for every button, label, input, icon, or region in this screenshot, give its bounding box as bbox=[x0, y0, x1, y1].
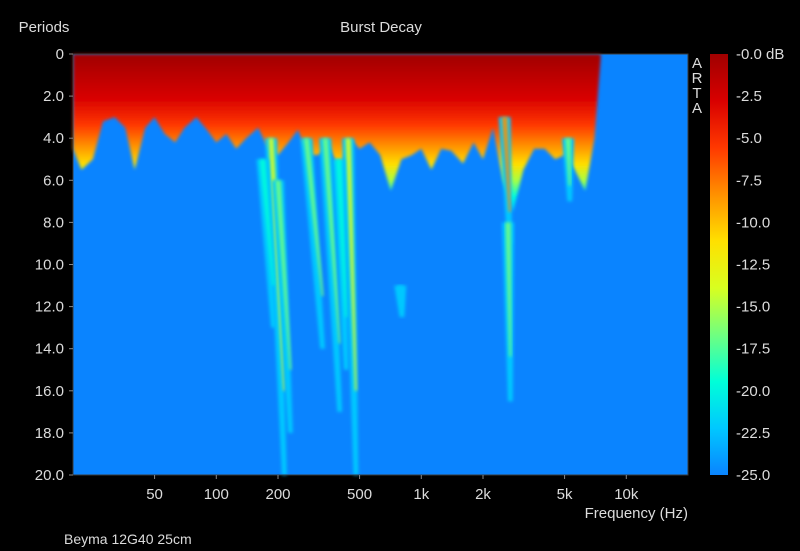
resonance-tail-8 bbox=[394, 285, 407, 318]
x-tick-label: 5k bbox=[557, 486, 573, 503]
y-tick-label: 16.0 bbox=[35, 383, 64, 400]
colorbar-label: -22.5 bbox=[736, 425, 770, 442]
colorbar-label: -17.5 bbox=[736, 341, 770, 358]
y-tick-label: 8.0 bbox=[43, 214, 64, 231]
colorbar-label: -15.0 bbox=[736, 299, 770, 316]
colorbar-scale bbox=[710, 54, 728, 475]
x-tick-label: 2k bbox=[475, 486, 491, 503]
y-tick-label: 2.0 bbox=[43, 88, 64, 105]
resonance-tail-11 bbox=[562, 138, 575, 202]
resonance-tail-3 bbox=[272, 180, 293, 433]
colorbar-label: -0.0 dB bbox=[736, 46, 784, 63]
y-axis-label: Periods bbox=[19, 19, 70, 36]
colorbar-label: -20.0 bbox=[736, 383, 770, 400]
resonance-tail-7 bbox=[332, 159, 349, 370]
y-tick-label: 20.0 bbox=[35, 467, 64, 484]
resonance-tail-9 bbox=[498, 117, 513, 244]
x-axis-label: Frequency (Hz) bbox=[585, 505, 688, 522]
watermark-letter: T bbox=[692, 85, 701, 102]
y-tick-label: 12.0 bbox=[35, 299, 64, 316]
colorbar-label: -5.0 bbox=[736, 130, 762, 147]
y-tick-label: 14.0 bbox=[35, 341, 64, 358]
y-tick-label: 0 bbox=[56, 46, 64, 63]
colorbar-label: -2.5 bbox=[736, 88, 762, 105]
x-tick-label: 200 bbox=[265, 486, 290, 503]
colorbar-label: -7.5 bbox=[736, 172, 762, 189]
y-tick-label: 4.0 bbox=[43, 130, 64, 147]
chart-title: Burst Decay bbox=[340, 19, 422, 36]
watermark-letter: R bbox=[692, 70, 703, 87]
x-tick-label: 100 bbox=[204, 486, 229, 503]
watermark-letter: A bbox=[692, 55, 702, 72]
y-tick-label: 6.0 bbox=[43, 172, 64, 189]
x-tick-label: 1k bbox=[413, 486, 429, 503]
x-tick-label: 10k bbox=[614, 486, 639, 503]
x-tick-label: 50 bbox=[146, 486, 163, 503]
y-tick-label: 18.0 bbox=[35, 425, 64, 442]
resonance-tail-4 bbox=[300, 138, 325, 349]
colorbar-label: -12.5 bbox=[736, 257, 770, 274]
x-tick-label: 500 bbox=[347, 486, 372, 503]
watermark-letter: A bbox=[692, 100, 702, 117]
x-axis: 50 100 200 500 1k 2k 5k 10k bbox=[146, 475, 639, 503]
resonance-tail-6 bbox=[342, 138, 359, 475]
y-axis: 0 2.0 4.0 6.0 8.0 10.0 12.0 14.0 16.0 18.0 20.0 bbox=[35, 46, 73, 484]
colorbar-label: -25.0 bbox=[736, 467, 770, 484]
resonance-tail-5 bbox=[319, 138, 343, 412]
colorbar: -0.0 dB -2.5 -5.0 -7.5 -10.0 -12.5 -15.0 -17.5 -… bbox=[710, 46, 784, 484]
footnote: Beyma 12G40 25cm bbox=[64, 531, 192, 547]
plot-area bbox=[72, 53, 689, 476]
colorbar-label: -10.0 bbox=[736, 214, 770, 231]
y-tick-label: 10.0 bbox=[35, 257, 64, 274]
resonance-tail-2 bbox=[256, 159, 276, 328]
decay-region bbox=[73, 54, 601, 212]
resonance-tail-10 bbox=[502, 222, 515, 402]
